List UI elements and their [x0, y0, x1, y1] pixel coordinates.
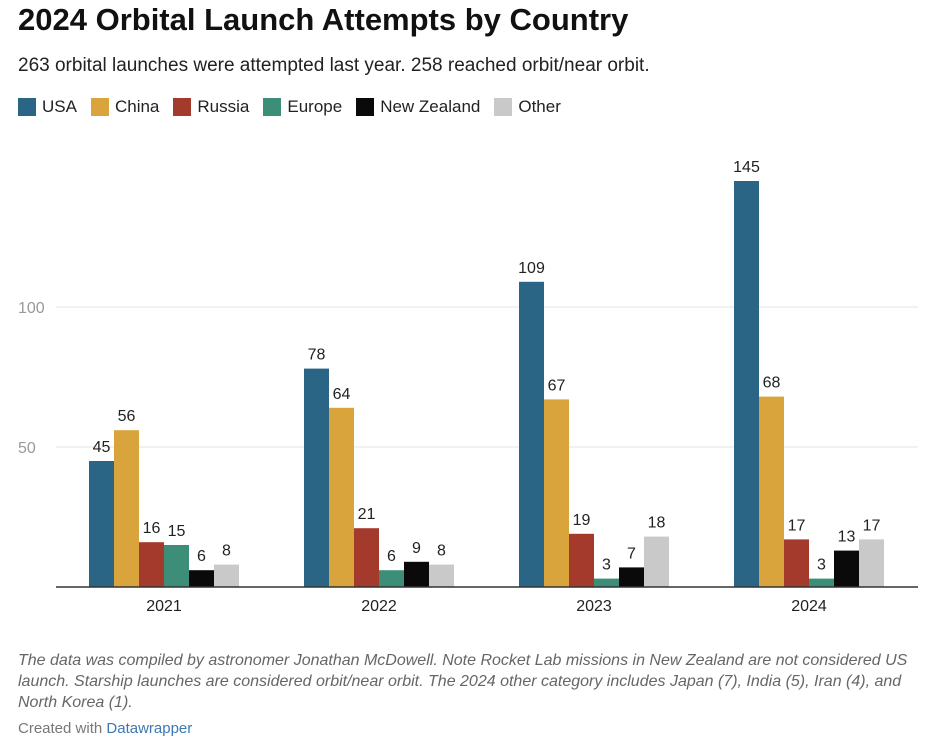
legend-label-europe: Europe	[287, 97, 343, 116]
bar-new-zealand-2024	[834, 550, 859, 587]
legend-label-china: China	[114, 97, 160, 116]
bar-usa-2021	[89, 461, 114, 587]
x-tick-label-2023: 2023	[576, 598, 612, 615]
legend-item-europe: Europe	[263, 97, 342, 117]
bar-europe-2022	[379, 570, 404, 587]
bar-europe-2024	[809, 578, 834, 587]
data-label-europe-2021: 15	[168, 523, 186, 540]
data-label-china-2023: 67	[548, 377, 566, 394]
legend-label-other: Other	[518, 97, 561, 116]
bar-china-2023	[544, 399, 569, 587]
bar-china-2022	[329, 407, 354, 587]
data-label-russia-2022: 21	[358, 506, 376, 523]
datawrapper-link[interactable]: Datawrapper	[106, 720, 193, 737]
data-label-new-zealand-2022: 9	[412, 540, 421, 557]
x-tick-label-2022: 2022	[361, 598, 397, 615]
legend-swatch-other	[494, 98, 513, 116]
legend-item-china: China	[90, 97, 160, 117]
y-tick-label-50: 50	[18, 440, 36, 457]
legend-label-new-zealand: New Zealand	[380, 97, 481, 116]
data-label-usa-2022: 78	[308, 347, 326, 364]
y-tick-label-100: 100	[18, 300, 45, 317]
chart-title: 2024 Orbital Launch Attempts by Country	[18, 2, 629, 37]
bar-russia-2022	[354, 528, 379, 587]
bar-usa-2022	[304, 368, 329, 587]
bar-russia-2023	[569, 533, 594, 587]
bar-russia-2024	[784, 539, 809, 587]
bar-other-2023	[644, 536, 669, 587]
data-label-china-2022: 64	[333, 386, 351, 403]
bar-russia-2021	[139, 542, 164, 587]
x-tick-label-2024: 2024	[791, 598, 827, 615]
bar-europe-2023	[594, 578, 619, 587]
data-label-new-zealand-2021: 6	[197, 548, 206, 565]
data-label-china-2021: 56	[118, 408, 136, 425]
bar-new-zealand-2023	[619, 567, 644, 587]
credit-prefix: Created with	[18, 720, 103, 737]
data-label-other-2021: 8	[222, 543, 231, 560]
data-label-china-2024: 68	[763, 375, 781, 392]
data-label-europe-2023: 3	[602, 557, 611, 574]
chart-subtitle: 263 orbital launches were attempted last…	[18, 55, 650, 76]
legend-swatch-russia	[173, 98, 192, 116]
data-label-other-2022: 8	[437, 543, 446, 560]
legend-item-russia: Russia	[173, 97, 249, 117]
data-label-europe-2024: 3	[817, 557, 826, 574]
data-label-usa-2023: 109	[518, 260, 545, 277]
bar-new-zealand-2021	[189, 570, 214, 587]
bar-europe-2021	[164, 545, 189, 587]
bar-usa-2023	[519, 281, 544, 587]
data-label-usa-2021: 45	[93, 439, 111, 456]
data-label-russia-2023: 19	[573, 512, 591, 529]
legend-label-usa: USA	[42, 97, 77, 116]
bar-china-2024	[759, 396, 784, 587]
credit-line: Created with Datawrapper	[18, 720, 192, 737]
legend-item-other: Other	[494, 97, 561, 117]
legend-swatch-china	[90, 98, 109, 116]
data-label-russia-2024: 17	[788, 517, 806, 534]
legend: USA China Russia Europe New Zealand Othe…	[18, 97, 575, 117]
data-label-other-2023: 18	[648, 515, 666, 532]
legend-label-russia: Russia	[197, 97, 250, 116]
data-label-new-zealand-2023: 7	[627, 545, 636, 562]
legend-item-usa: USA	[18, 97, 77, 117]
data-label-usa-2024: 145	[733, 159, 760, 176]
bar-usa-2024	[734, 181, 759, 587]
bar-other-2021	[214, 564, 239, 587]
bar-other-2024	[859, 539, 884, 587]
footnote: The data was compiled by astronomer Jona…	[18, 652, 908, 711]
data-label-new-zealand-2024: 13	[838, 529, 856, 546]
x-tick-label-2021: 2021	[146, 598, 182, 615]
legend-swatch-new-zealand	[356, 98, 375, 116]
data-label-other-2024: 17	[863, 517, 881, 534]
legend-swatch-usa	[18, 98, 36, 116]
bar-other-2022	[429, 564, 454, 587]
data-label-russia-2021: 16	[143, 520, 161, 537]
bar-new-zealand-2022	[404, 561, 429, 587]
bar-china-2021	[114, 430, 139, 587]
data-label-europe-2022: 6	[387, 548, 396, 565]
legend-item-new-zealand: New Zealand	[356, 97, 480, 117]
legend-swatch-europe	[263, 98, 282, 116]
